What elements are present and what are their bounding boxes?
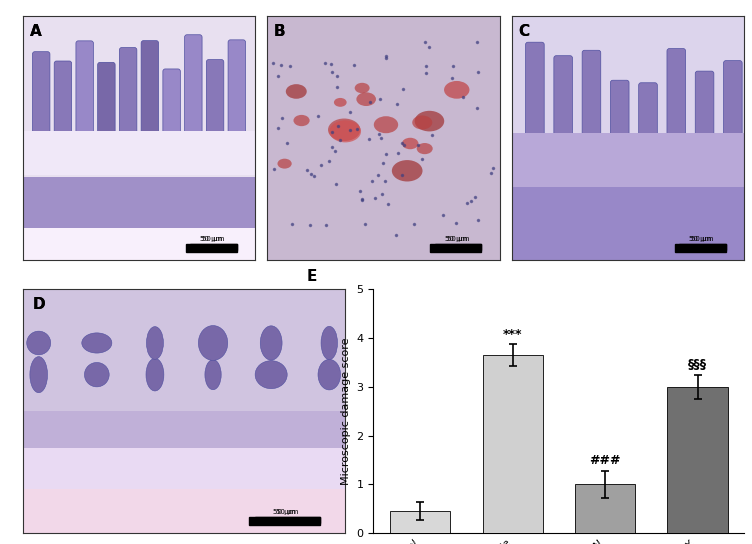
Bar — [390, 511, 450, 533]
Bar — [249, 517, 320, 524]
Ellipse shape — [412, 115, 432, 129]
Ellipse shape — [147, 326, 163, 360]
Ellipse shape — [293, 115, 310, 126]
Ellipse shape — [328, 119, 360, 141]
FancyBboxPatch shape — [228, 40, 246, 136]
Text: D: D — [32, 296, 45, 312]
Text: C: C — [519, 23, 529, 39]
Ellipse shape — [444, 81, 469, 98]
FancyBboxPatch shape — [638, 83, 657, 141]
Ellipse shape — [374, 116, 398, 133]
FancyBboxPatch shape — [611, 80, 629, 141]
Ellipse shape — [205, 360, 221, 390]
FancyBboxPatch shape — [98, 63, 115, 136]
Bar — [23, 448, 345, 533]
Text: 50 μm: 50 μm — [447, 236, 469, 242]
Ellipse shape — [286, 84, 307, 99]
Text: 50 μm: 50 μm — [276, 509, 299, 515]
Ellipse shape — [255, 361, 287, 388]
Bar — [23, 411, 345, 448]
Bar — [255, 517, 320, 523]
Bar — [675, 244, 726, 251]
Bar — [679, 244, 726, 250]
FancyBboxPatch shape — [582, 50, 601, 141]
Ellipse shape — [30, 357, 47, 393]
Bar — [435, 244, 481, 250]
FancyBboxPatch shape — [526, 42, 544, 141]
FancyBboxPatch shape — [206, 60, 224, 136]
Ellipse shape — [277, 159, 292, 169]
Text: B: B — [274, 23, 286, 39]
Ellipse shape — [392, 160, 423, 182]
FancyBboxPatch shape — [120, 47, 137, 136]
Text: 50 μm: 50 μm — [200, 236, 223, 242]
Text: 50 μm: 50 μm — [691, 236, 714, 242]
Text: D: D — [32, 296, 45, 312]
Text: 50 μm: 50 μm — [273, 509, 296, 515]
Bar — [668, 387, 728, 533]
FancyBboxPatch shape — [554, 55, 572, 141]
Ellipse shape — [334, 98, 347, 107]
Ellipse shape — [27, 331, 50, 355]
Bar — [511, 133, 744, 187]
FancyBboxPatch shape — [32, 52, 50, 136]
Text: 50 μm: 50 μm — [444, 236, 467, 242]
Ellipse shape — [260, 326, 282, 360]
Text: A: A — [29, 23, 41, 39]
Ellipse shape — [321, 326, 338, 360]
Ellipse shape — [329, 120, 361, 143]
Bar — [483, 355, 543, 533]
FancyBboxPatch shape — [696, 71, 714, 141]
Ellipse shape — [402, 138, 418, 149]
Bar — [575, 484, 635, 533]
Ellipse shape — [199, 325, 228, 360]
Text: ###: ### — [590, 454, 621, 467]
Ellipse shape — [146, 358, 164, 391]
Text: 50 μm: 50 μm — [689, 236, 711, 242]
Bar — [430, 244, 481, 251]
Text: E: E — [306, 269, 317, 285]
Ellipse shape — [318, 360, 341, 390]
Text: §§§: §§§ — [688, 358, 707, 371]
Ellipse shape — [84, 362, 109, 387]
Text: B: B — [274, 23, 286, 39]
Ellipse shape — [417, 143, 432, 154]
FancyBboxPatch shape — [163, 69, 180, 136]
Ellipse shape — [356, 92, 376, 106]
Y-axis label: Microscopic damage score: Microscopic damage score — [341, 337, 350, 485]
Bar — [511, 187, 744, 260]
FancyBboxPatch shape — [667, 48, 686, 141]
Text: 50 μm: 50 μm — [202, 236, 225, 242]
Bar — [23, 131, 256, 175]
FancyBboxPatch shape — [141, 41, 159, 136]
Bar — [23, 489, 345, 533]
Text: C: C — [519, 23, 529, 39]
Ellipse shape — [414, 111, 444, 132]
Bar — [190, 244, 237, 250]
FancyBboxPatch shape — [54, 61, 71, 136]
Ellipse shape — [355, 83, 370, 93]
FancyBboxPatch shape — [723, 60, 742, 141]
Bar — [186, 244, 237, 251]
Text: ***: *** — [503, 327, 523, 341]
FancyBboxPatch shape — [76, 41, 93, 136]
Bar — [23, 228, 256, 260]
Ellipse shape — [82, 333, 112, 353]
FancyBboxPatch shape — [184, 35, 202, 136]
Bar — [23, 177, 256, 231]
Text: A: A — [29, 23, 41, 39]
